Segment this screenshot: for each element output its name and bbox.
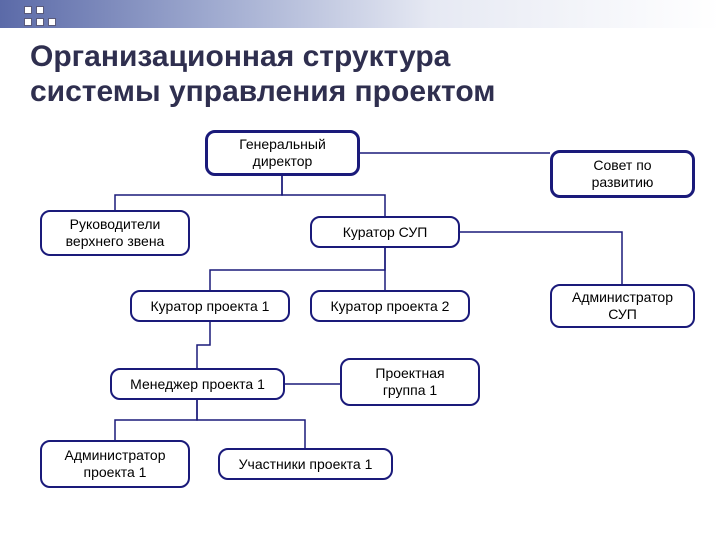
node-admin1: Администраторпроекта 1	[40, 440, 190, 488]
node-curator1: Куратор проекта 1	[130, 290, 290, 322]
node-curator_sup: Куратор СУП	[310, 216, 460, 248]
edge-ceo-curator_sup	[282, 176, 385, 216]
edge-manager1-members1	[197, 400, 305, 448]
edge-curator_sup-admin_sup	[460, 232, 622, 284]
node-group1: Проектнаягруппа 1	[340, 358, 480, 406]
node-ceo: Генеральныйдиректор	[205, 130, 360, 176]
node-council: Совет поразвитию	[550, 150, 695, 198]
node-admin_sup: АдминистраторСУП	[550, 284, 695, 328]
node-curator2: Куратор проекта 2	[310, 290, 470, 322]
edge-manager1-admin1	[115, 400, 197, 440]
edge-curator1-manager1	[197, 322, 210, 368]
org-chart: Генеральныйдиректор Совет поразвитию Руков…	[0, 0, 720, 540]
edge-curator_sup-curator1	[210, 248, 385, 290]
node-members1: Участники проекта 1	[218, 448, 393, 480]
node-seniors: Руководителиверхнего звена	[40, 210, 190, 256]
node-manager1: Менеджер проекта 1	[110, 368, 285, 400]
edge-ceo-seniors	[115, 176, 282, 210]
